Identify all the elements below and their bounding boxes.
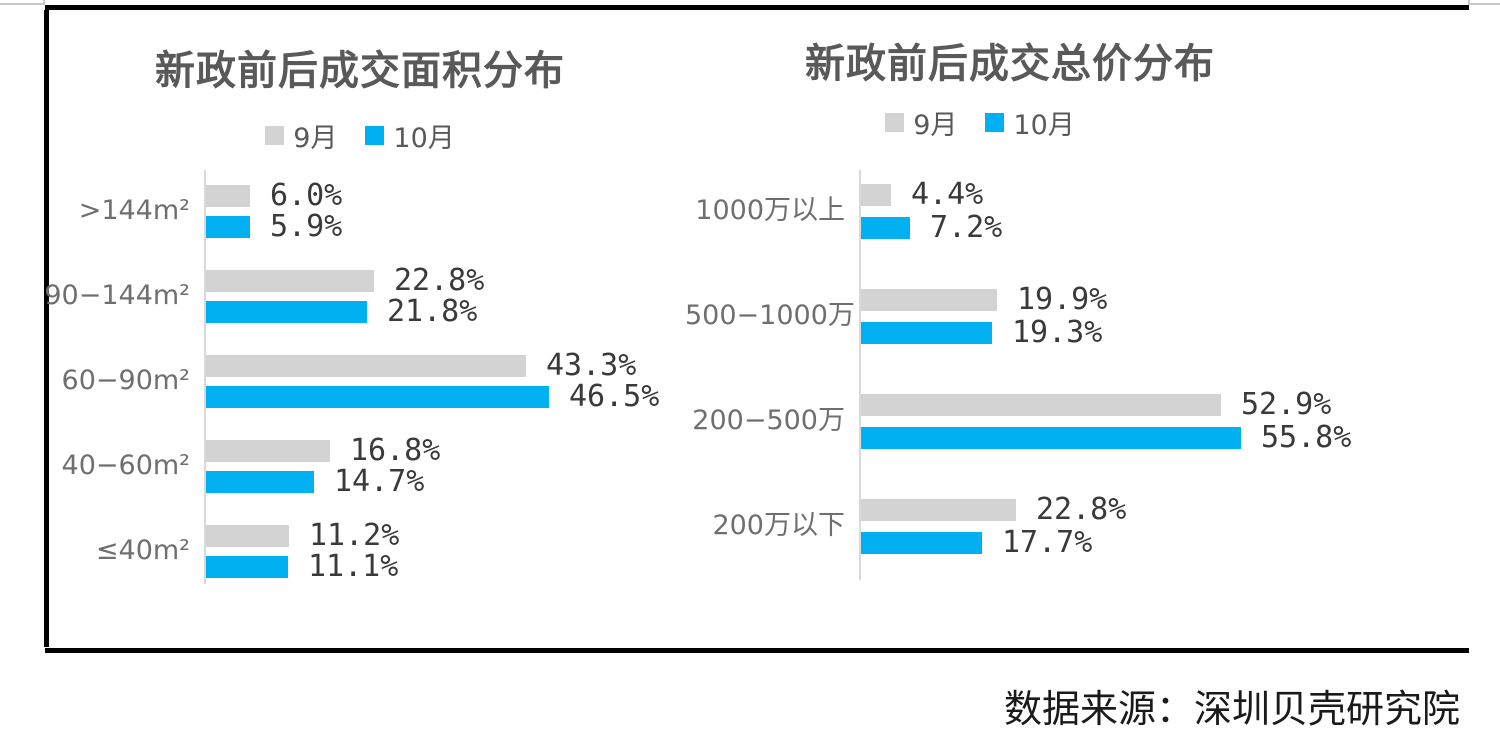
- bar-september: [861, 289, 997, 311]
- bar-october: [861, 322, 992, 344]
- table-rule-top-left: [0, 3, 45, 5]
- value-label-october: 17.7%: [1002, 525, 1093, 560]
- value-label-september: 6.0%: [270, 178, 343, 213]
- value-label-october: 19.3%: [1012, 315, 1103, 350]
- bar-october: [861, 532, 982, 554]
- legend-label-october: 10月: [393, 123, 455, 154]
- y-axis-line: [859, 170, 861, 580]
- value-label-october: 21.8%: [387, 294, 478, 329]
- value-label-september: 52.9%: [1241, 387, 1332, 422]
- value-label-october: 5.9%: [270, 209, 343, 244]
- category-label: 1000万以上: [695, 195, 845, 226]
- cell-border-top: [45, 5, 1469, 10]
- legend: 9月 10月: [60, 116, 660, 155]
- category-label: 200−500万: [692, 405, 845, 436]
- legend-label-september: 9月: [913, 110, 958, 141]
- value-label-october: 55.8%: [1261, 420, 1352, 455]
- category-label: 500−1000万: [685, 300, 855, 331]
- category-label: ≤40m²: [95, 535, 190, 566]
- chart-title: 新政前后成交面积分布: [155, 48, 565, 94]
- bar-october: [861, 427, 1241, 449]
- value-label-october: 7.2%: [930, 210, 1003, 245]
- legend-swatch-october: [365, 126, 385, 145]
- legend-label-september: 9月: [293, 123, 338, 154]
- category-label: 60−90m²: [61, 365, 190, 396]
- table-tick-top-right: [1468, 0, 1470, 5]
- value-label-september: 4.4%: [911, 177, 984, 212]
- bar-september: [206, 440, 330, 462]
- chart-title: 新政前后成交总价分布: [805, 41, 1215, 87]
- value-label-october: 46.5%: [569, 379, 660, 414]
- cell-border-left: [44, 10, 49, 647]
- table-rule-top-right: [1469, 3, 1500, 5]
- bar-october: [206, 386, 549, 408]
- bar-october: [861, 217, 910, 239]
- value-label-september: 16.8%: [350, 433, 441, 468]
- legend: 9月 10月: [680, 103, 1280, 142]
- bar-september: [206, 355, 526, 377]
- bar-september: [206, 185, 250, 207]
- cell-border-bottom: [45, 648, 1469, 653]
- data-source-note: 数据来源：深圳贝壳研究院: [1003, 687, 1460, 731]
- value-label-october: 11.1%: [308, 549, 399, 584]
- value-label-september: 22.8%: [1036, 492, 1127, 527]
- y-axis-line: [204, 170, 206, 584]
- value-label-september: 22.8%: [394, 263, 485, 298]
- legend-swatch-september: [265, 126, 285, 145]
- bar-september: [861, 184, 891, 206]
- value-label-september: 19.9%: [1017, 282, 1108, 317]
- value-label-september: 11.2%: [309, 518, 400, 553]
- bar-october: [206, 556, 288, 578]
- bar-september: [206, 525, 289, 547]
- category-label: 40−60m²: [61, 450, 190, 481]
- category-label: 90−144m²: [44, 280, 190, 311]
- category-label: 200万以下: [712, 510, 845, 541]
- bar-september: [206, 270, 374, 292]
- bar-september: [861, 394, 1221, 416]
- table-tick-top-left: [43, 0, 45, 5]
- value-label-september: 43.3%: [546, 348, 637, 383]
- legend-label-october: 10月: [1013, 110, 1075, 141]
- bar-october: [206, 471, 314, 493]
- legend-swatch-september: [885, 113, 905, 132]
- legend-swatch-october: [985, 113, 1005, 132]
- value-label-october: 14.7%: [334, 464, 425, 499]
- bar-october: [206, 301, 367, 323]
- bar-october: [206, 216, 250, 238]
- category-label: >144m²: [78, 195, 190, 226]
- bar-september: [861, 499, 1016, 521]
